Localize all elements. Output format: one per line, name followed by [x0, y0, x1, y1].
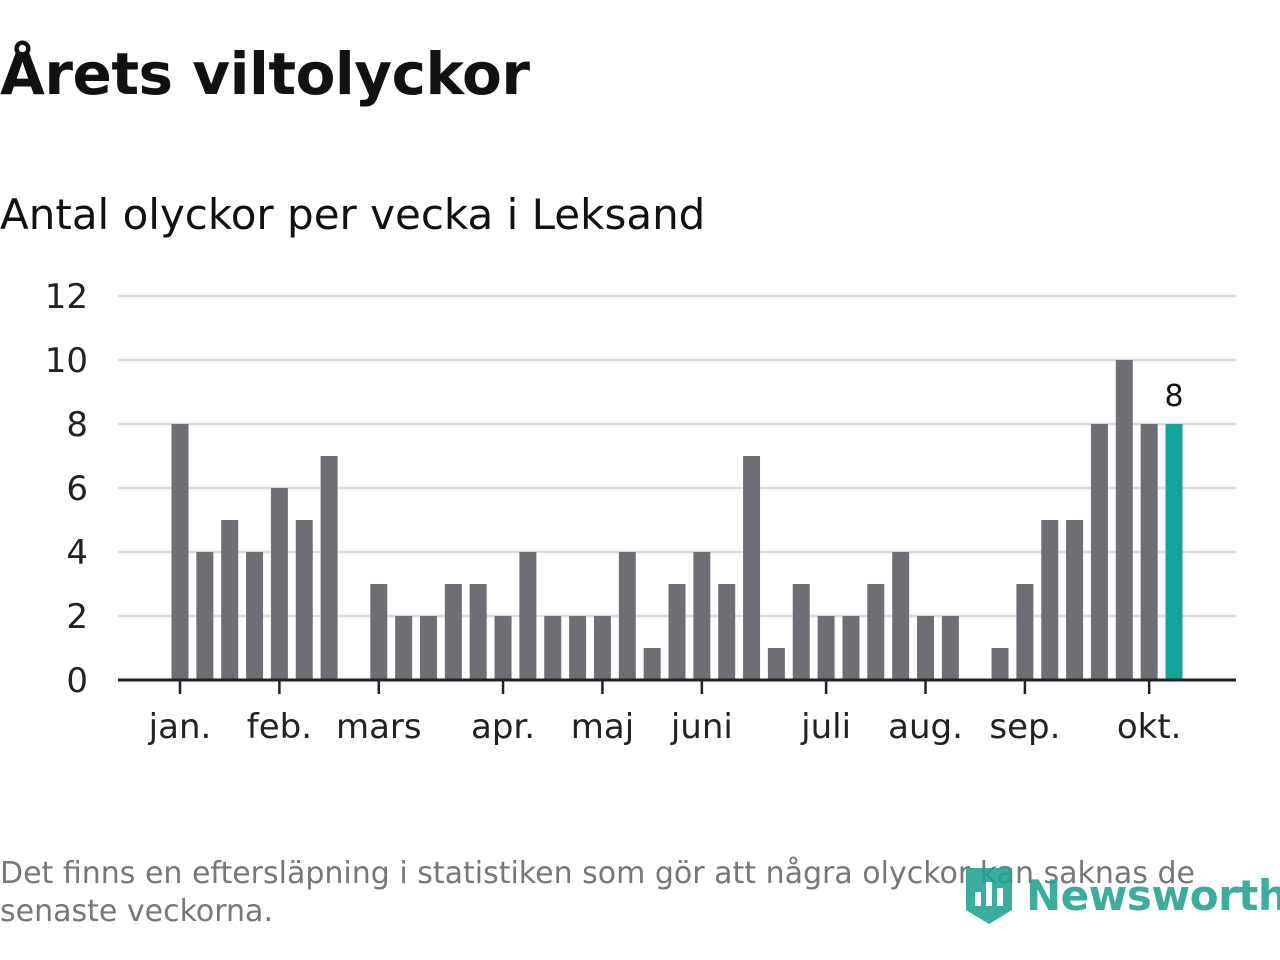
chart-subtitle: Antal olyckor per vecka i Leksand: [0, 190, 706, 239]
bar: [867, 584, 885, 680]
bar: [1090, 424, 1108, 680]
bar: [221, 520, 239, 680]
bar: [420, 616, 437, 680]
bar: [1066, 520, 1084, 680]
brand-name: Newsworthy: [1026, 870, 1280, 920]
bar: [519, 552, 537, 680]
bar: [320, 456, 338, 680]
x-tick-label: okt.: [1117, 707, 1182, 747]
y-axis-tick-labels: 0 2 4 6 8 10 12: [45, 277, 88, 701]
bar: [618, 552, 636, 680]
bar-chart: 0 2 4 6 8 10 12 jan. feb. mars apr. maj juni juli aug…: [45, 277, 1236, 747]
y-tick-label: 10: [45, 341, 88, 381]
bar: [370, 584, 388, 680]
x-tick-label: feb.: [247, 707, 312, 747]
bar-highlighted: [1165, 424, 1183, 680]
y-tick-label: 4: [66, 533, 88, 573]
bar: [295, 520, 313, 680]
x-tick-label: mars: [336, 707, 422, 747]
x-axis-tick-labels: jan. feb. mars apr. maj juni juli aug. sep. okt.: [148, 707, 1182, 747]
brand-logo[interactable]: Newsworthy: [962, 862, 1280, 928]
x-tick-label: aug.: [888, 707, 963, 747]
bar: [395, 616, 413, 680]
bar: [842, 616, 860, 680]
x-tick-label: sep.: [989, 707, 1060, 747]
y-tick-label: 6: [66, 469, 88, 509]
bar: [668, 584, 686, 680]
bar: [643, 648, 661, 680]
data-labels: 8: [1164, 379, 1183, 414]
bar: [991, 648, 1009, 680]
bar: [792, 584, 810, 680]
bar: [917, 616, 934, 680]
bar: [593, 616, 611, 680]
data-label-latest: 8: [1164, 379, 1183, 414]
bar: [270, 488, 288, 680]
bar: [171, 424, 189, 680]
bar: [444, 584, 462, 680]
bar: [569, 616, 587, 680]
y-tick-label: 8: [66, 405, 88, 445]
bar: [196, 552, 214, 680]
bar: [544, 616, 562, 680]
newsworthy-logo-icon: [966, 868, 1012, 924]
bar: [743, 456, 761, 680]
bar: [1041, 520, 1059, 680]
bar: [1016, 584, 1034, 680]
x-axis: [118, 678, 1236, 694]
bar: [469, 584, 487, 680]
y-tick-label: 12: [45, 277, 88, 317]
y-tick-label: 0: [66, 661, 88, 701]
bar: [246, 552, 264, 680]
y-tick-label: 2: [66, 597, 88, 637]
bar: [817, 616, 835, 680]
bar: [718, 584, 736, 680]
bar: [767, 648, 785, 680]
bar: [941, 616, 959, 680]
bar: [1115, 360, 1133, 680]
bar: [494, 616, 512, 680]
x-tick-label: juli: [800, 707, 851, 747]
bar: [1140, 424, 1158, 680]
x-tick-label: jan.: [148, 707, 212, 747]
bars: [171, 360, 1183, 680]
x-tick-label: juni: [670, 707, 733, 747]
bar: [693, 552, 711, 680]
bar: [892, 552, 910, 680]
x-tick-label: maj: [571, 707, 634, 747]
x-tick-label: apr.: [471, 707, 535, 747]
chart-title: Årets viltolyckor: [0, 40, 530, 108]
